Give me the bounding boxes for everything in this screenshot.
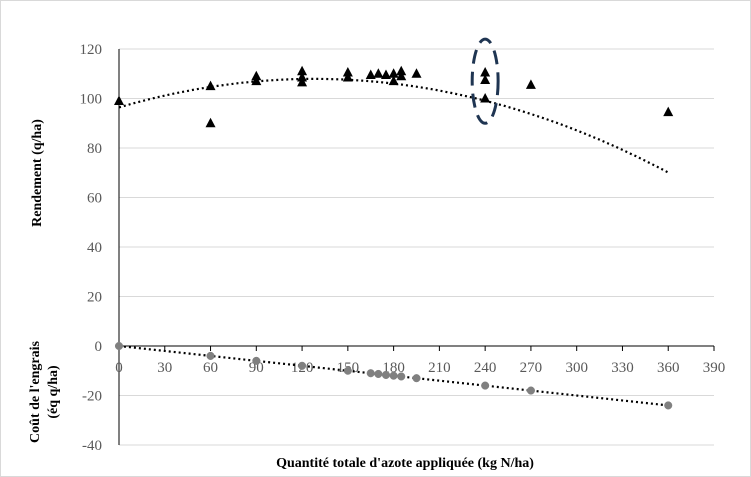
x-tick-label: 90: [249, 360, 264, 376]
yield-point: [297, 76, 308, 87]
yield-point: [205, 117, 216, 128]
cost-point: [389, 371, 398, 380]
cost-point: [343, 366, 352, 375]
yield-point: [342, 71, 353, 82]
yield-point: [373, 68, 384, 78]
yield-point: [388, 75, 399, 86]
yield-point: [114, 95, 124, 105]
axes: [118, 49, 715, 445]
yield-point: [411, 68, 422, 78]
x-tick-label: 240: [474, 360, 497, 376]
cost-point: [664, 401, 673, 410]
x-tick-label: 330: [611, 360, 634, 376]
cost-point: [374, 369, 383, 379]
y-tick-label: 20: [87, 290, 102, 306]
y-axis-title-yield: Rendement (q/ha): [30, 119, 45, 227]
x-tick-label: 300: [565, 360, 588, 376]
y-tick-label: -40: [82, 438, 102, 454]
x-tick-label: 270: [520, 360, 543, 376]
y-tick-label: 80: [87, 141, 102, 157]
cost-point: [381, 370, 391, 380]
cost-point: [298, 361, 307, 370]
yield-point: [380, 69, 391, 79]
cost-point: [114, 341, 124, 351]
tick-labels: -40-200204060801001200306090120150180210…: [80, 42, 726, 454]
y-axis-title-cost-line1: Coût de l'engrais: [28, 341, 43, 443]
yield-point: [365, 69, 376, 79]
x-tick-label: 390: [703, 360, 726, 376]
yield-point: [480, 74, 491, 84]
yield-point: [251, 75, 262, 86]
yield-point: [297, 71, 308, 82]
yield-point: [342, 67, 353, 77]
gridlines: [119, 48, 714, 446]
cost-point: [206, 351, 215, 360]
yield-point: [388, 68, 399, 78]
highlight-ellipse: [470, 37, 500, 125]
yield-point: [525, 79, 536, 89]
yield-point: [205, 80, 216, 91]
y-tick-label: 60: [87, 191, 102, 207]
x-tick-label: 0: [115, 360, 123, 376]
yield-point: [396, 65, 407, 76]
yield-point: [396, 70, 407, 81]
x-tick-label: 60: [203, 360, 218, 376]
cost-point: [397, 372, 406, 381]
x-tick-label: 360: [657, 360, 680, 376]
x-axis-title: Quantité totale d'azote appliquée (kg N/…: [276, 456, 534, 471]
y-tick-label: 120: [80, 42, 103, 58]
x-tick-label: 210: [428, 360, 451, 376]
cost-point: [526, 386, 535, 395]
y-axis-title-cost-line2: (éq q/ha): [46, 365, 61, 419]
cost-point: [366, 369, 375, 378]
yield-point: [251, 70, 262, 81]
data-marks: [114, 65, 674, 410]
annotations: [470, 37, 500, 125]
yield-point: [480, 93, 491, 103]
y-tick-label: 40: [87, 240, 102, 256]
trendlines: [118, 77, 669, 407]
yield-point: [297, 65, 308, 76]
trendline-yield: [118, 77, 669, 174]
x-tick-label: 30: [157, 360, 172, 376]
y-tick-label: 100: [80, 92, 103, 108]
cost-point: [412, 374, 421, 383]
cost-point: [481, 381, 490, 390]
yield-point: [663, 106, 674, 117]
y-tick-label: -20: [82, 389, 102, 405]
yield-point: [480, 67, 491, 77]
cost-point: [252, 356, 261, 365]
y-tick-label: 0: [95, 339, 103, 355]
